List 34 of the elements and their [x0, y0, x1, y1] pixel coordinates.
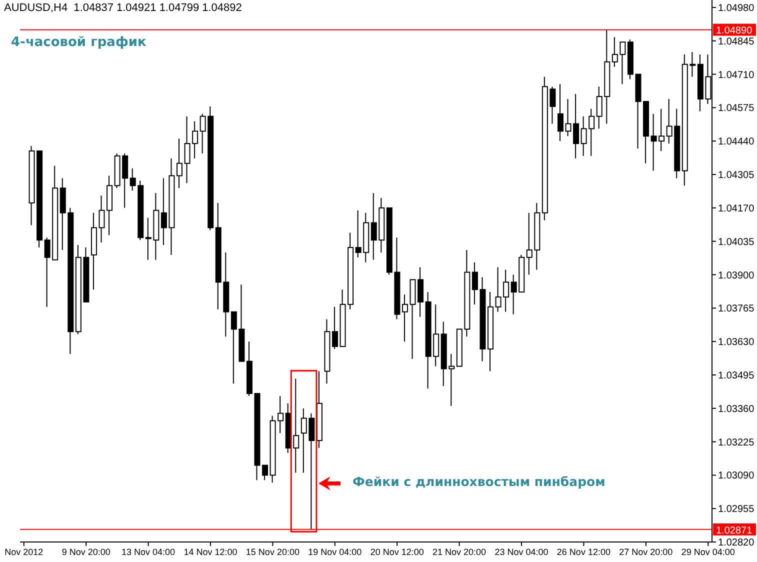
y-tick-label: 1.03765: [718, 304, 755, 315]
x-tick-label: 9 Nov 20:00: [62, 547, 110, 557]
x-tick-label: 27 Nov 20:00: [619, 547, 673, 557]
y-tick-label: 1.04305: [718, 170, 755, 182]
y-tick-label: 1.04440: [718, 136, 755, 148]
x-tick-label: 19 Nov 04:00: [308, 547, 362, 557]
x-tick-label: 13 Nov 04:00: [122, 547, 176, 557]
x-tick-label: 20 Nov 12:00: [370, 547, 424, 557]
x-tick-label: 26 Nov 12:00: [556, 547, 610, 557]
annotation: Фейки с длиннохвостым пинбаром: [352, 474, 606, 490]
y-tick-label: 1.04845: [718, 36, 755, 48]
y-tick-label: 1.03495: [718, 370, 755, 382]
y-tick-label: 1.03360: [718, 404, 755, 415]
chart-title: AUDUSD,H4 1.04837 1.04921 1.04799 1.04892: [4, 2, 242, 14]
ref-line-label: 1.04890: [716, 26, 753, 37]
y-tick-label: 1.03225: [718, 437, 755, 448]
y-tick-label: 1.03900: [718, 270, 755, 282]
y-tick-label: 1.02820: [718, 538, 755, 549]
x-tick-label: 21 Nov 20:00: [432, 547, 486, 557]
x-tick-label: 15 Nov 20:00: [246, 547, 300, 557]
y-tick-label: 1.03630: [718, 337, 755, 348]
x-tick-label: Nov 2012: [4, 547, 44, 557]
x-tick-label: 23 Nov 04:00: [494, 547, 548, 557]
y-tick-label: 1.03090: [718, 470, 755, 482]
annotation: 4-часовой график: [11, 35, 146, 50]
y-tick-label: 1.04035: [718, 236, 755, 248]
x-tick-label: 29 Nov 04:00: [681, 547, 735, 557]
ref-line-label: 1.02871: [716, 525, 753, 536]
y-tick-label: 1.04710: [718, 70, 755, 81]
y-tick-label: 1.04170: [718, 203, 755, 214]
y-tick-label: 1.04575: [718, 103, 755, 114]
y-tick-label: 1.02955: [718, 504, 755, 516]
y-tick-label: 1.04980: [718, 2, 755, 14]
x-tick-label: 14 Nov 12:00: [184, 547, 238, 557]
